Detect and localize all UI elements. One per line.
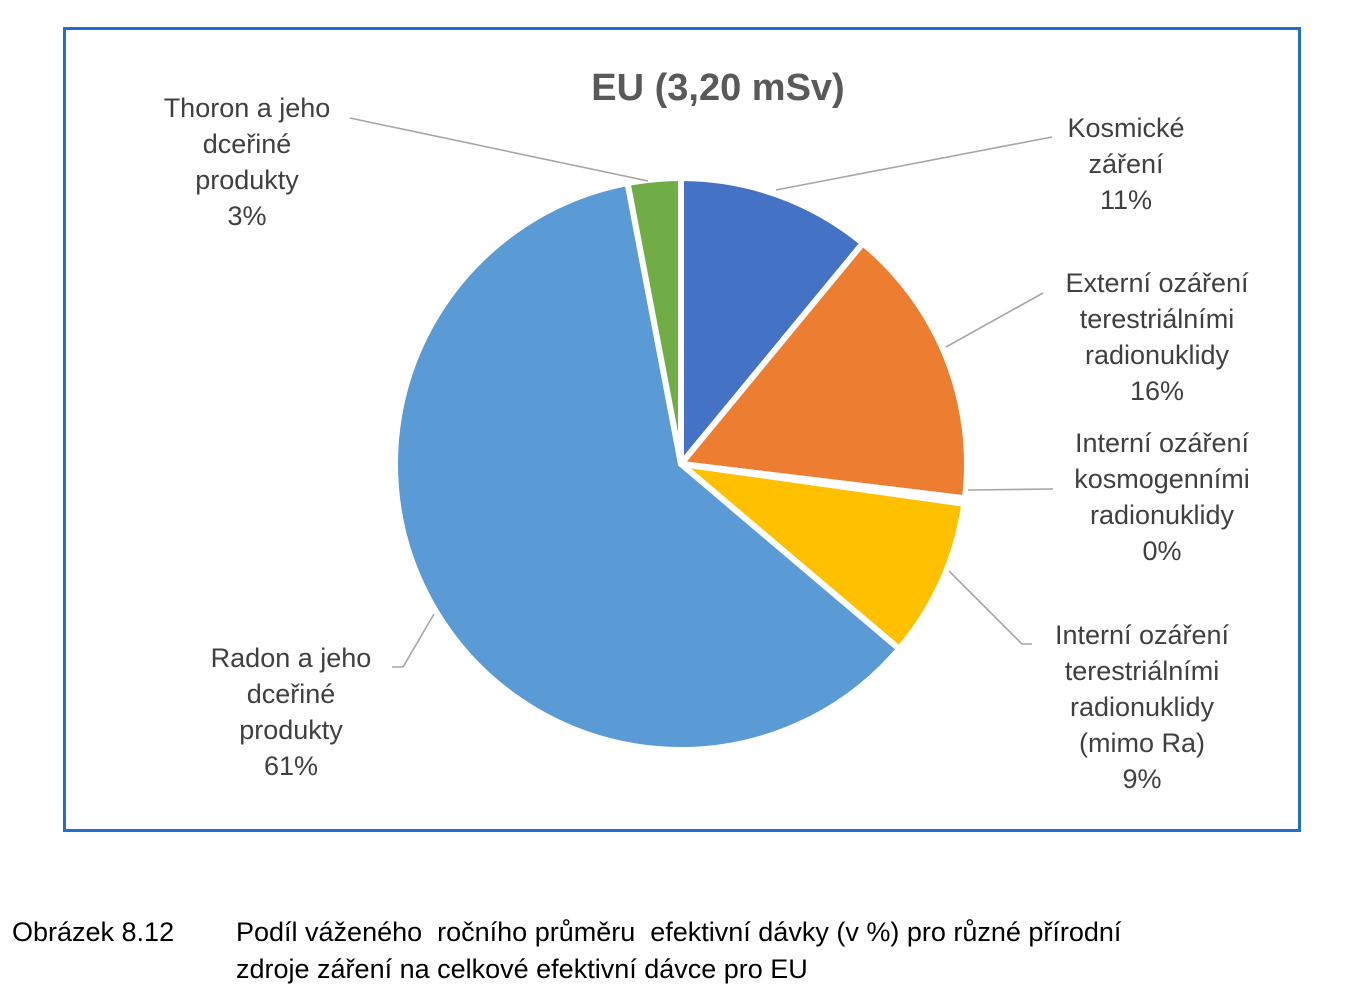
slice-label: Externí ozáření terestriálními radionuklid… — [1065, 268, 1249, 406]
slice-label: Thoron a jeho dceřiné produkty 3% — [164, 93, 331, 231]
leader-line — [775, 136, 1053, 191]
slice-name-label: Radon a jeho — [211, 643, 372, 673]
slice-name-label: (mimo Ra) — [1079, 728, 1205, 758]
leader-line — [945, 292, 1044, 348]
slice-label: Radon a jeho dceřiné produkty 61% — [211, 643, 372, 781]
slice-percent-label: 9% — [1122, 764, 1161, 794]
leaders-layer — [349, 117, 1054, 668]
slice-percent-label: 0% — [1142, 536, 1181, 566]
labels-layer: Kosmické záření 11% Externí ozáření terestri… — [164, 93, 1250, 794]
slice-percent-label: 11% — [1100, 185, 1152, 215]
pie-slice — [678, 175, 866, 467]
caption-number: Obrázek 8.12 — [12, 917, 175, 947]
slice-percent-label: 3% — [227, 201, 266, 231]
caption-text: Podíl váženého ročního průměru efektivní… — [236, 917, 1122, 984]
slice-name-label: dceřiné — [247, 679, 336, 709]
slice-label: Interní ozáření terestriálními radionuklid… — [1055, 620, 1230, 794]
slice-name-label: dceřiné — [203, 129, 292, 159]
leader-line — [967, 488, 1054, 491]
slice-percent-label: 61% — [264, 751, 318, 781]
slice-name-label: Interní ozáření — [1055, 620, 1230, 650]
slice-name-label: radionuklidy — [1085, 340, 1230, 370]
slice-name-label: Interní ozáření — [1075, 428, 1250, 458]
slice-name-label: terestriálními — [1065, 656, 1220, 686]
slice-name-label: terestriálními — [1080, 304, 1235, 334]
slice-name-label: Thoron a jeho — [164, 93, 331, 123]
slices-layer — [392, 175, 970, 753]
leader-line — [349, 117, 649, 182]
slice-label: Interní ozáření kosmogenními radionuklidy 0… — [1074, 428, 1250, 566]
slice-name-label: produkty — [195, 165, 299, 195]
pie-slice — [678, 461, 968, 652]
leader-line — [948, 570, 1032, 645]
pie-slice — [624, 175, 684, 467]
slice-name-label: radionuklidy — [1070, 692, 1215, 722]
pie-slice — [392, 180, 903, 753]
pie-slice — [678, 240, 970, 502]
slice-name-label: radionuklidy — [1090, 500, 1235, 530]
slice-name-label: produkty — [239, 715, 343, 745]
slice-percent-label: 16% — [1130, 376, 1184, 406]
chart-title: EU (3,20 mSv) — [591, 67, 844, 109]
slice-label: Kosmické záření 11% — [1067, 113, 1184, 215]
slice-name-label: Kosmické — [1067, 113, 1184, 143]
slice-name-label: kosmogenními — [1074, 464, 1250, 494]
slice-name-label: záření — [1088, 149, 1164, 179]
chart-frame — [63, 27, 1301, 832]
leader-line — [392, 613, 435, 668]
slice-name-label: Externí ozáření — [1065, 268, 1249, 298]
